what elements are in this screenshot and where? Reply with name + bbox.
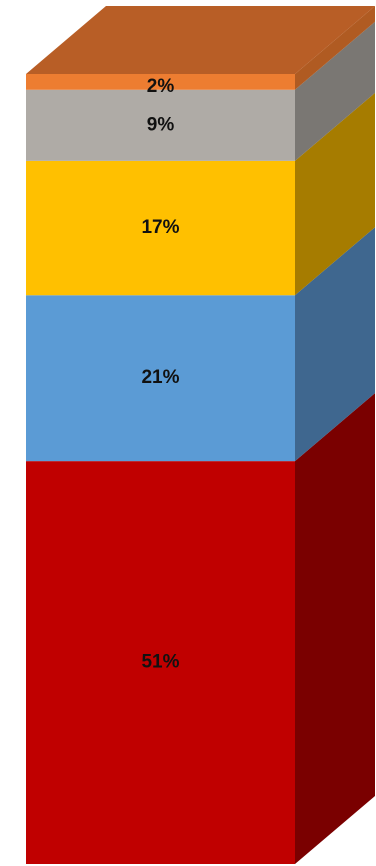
data-labels: 51% 21% 17% 9% 2% bbox=[141, 76, 179, 673]
bar-segment-side-4 bbox=[295, 6, 375, 90]
data-label-1: 21% bbox=[141, 367, 179, 388]
bar-segment-front-1 bbox=[26, 295, 295, 462]
bar-segment-front-4 bbox=[26, 74, 295, 90]
bar-segment-front-2 bbox=[26, 160, 295, 296]
bar-segment-side-0 bbox=[295, 393, 375, 864]
bar-segment-front-0 bbox=[26, 461, 295, 864]
bar-segment-side-1 bbox=[295, 227, 375, 462]
bar-top-face bbox=[26, 6, 375, 74]
data-label-3: 9% bbox=[147, 114, 175, 135]
bar-segment-side-3 bbox=[295, 21, 375, 161]
data-label-2: 17% bbox=[141, 217, 179, 238]
bar-segment-front-3 bbox=[26, 89, 295, 161]
data-label-4: 2% bbox=[147, 76, 175, 97]
bar-segments bbox=[26, 6, 375, 864]
data-label-0: 51% bbox=[141, 652, 179, 673]
bar-segment-side-2 bbox=[295, 92, 375, 296]
